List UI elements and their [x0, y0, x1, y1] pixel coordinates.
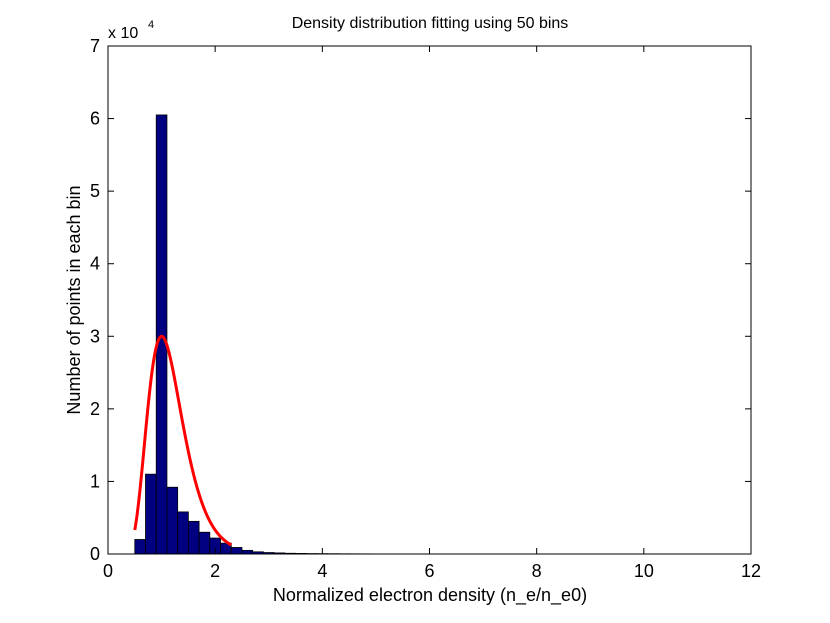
y-tick-label: 6	[90, 109, 100, 129]
y-axis-label: Number of points in each bin	[64, 185, 84, 414]
x-tick-label: 10	[634, 561, 654, 581]
x-tick-label: 4	[317, 561, 327, 581]
y-tick-label: 1	[90, 471, 100, 491]
y-axis-exponent-power: 4	[148, 19, 154, 31]
histogram-bar	[166, 486, 179, 555]
y-tick-label: 2	[90, 399, 100, 419]
plot-frame	[107, 45, 752, 555]
y-tick-label: 0	[90, 544, 100, 564]
y-axis-exponent-base: x 10	[108, 25, 138, 42]
plot-area	[107, 45, 752, 555]
fit-curve	[133, 334, 232, 547]
x-tick-label: 8	[532, 561, 542, 581]
y-tick-label: 7	[90, 36, 100, 56]
histogram-bar	[134, 539, 146, 555]
histogram-bar	[177, 511, 189, 555]
x-tick-label: 12	[741, 561, 761, 581]
y-tick-label: 5	[90, 181, 100, 201]
x-axis-label: Normalized electron density (n_e/n_e0)	[273, 585, 587, 606]
histogram-bar	[187, 520, 200, 555]
y-tick-label: 3	[90, 326, 100, 346]
x-tick-label: 6	[424, 561, 434, 581]
histogram-bar	[241, 549, 254, 555]
y-tick-label: 4	[90, 254, 100, 274]
histogram-bar	[145, 473, 157, 555]
histogram-bar	[155, 114, 168, 555]
chart-title: Density distribution fitting using 50 bi…	[292, 15, 569, 32]
x-tick-label: 0	[103, 561, 113, 581]
histogram-bar	[198, 531, 211, 555]
x-tick-label: 2	[210, 561, 220, 581]
histogram-bar	[230, 547, 243, 555]
